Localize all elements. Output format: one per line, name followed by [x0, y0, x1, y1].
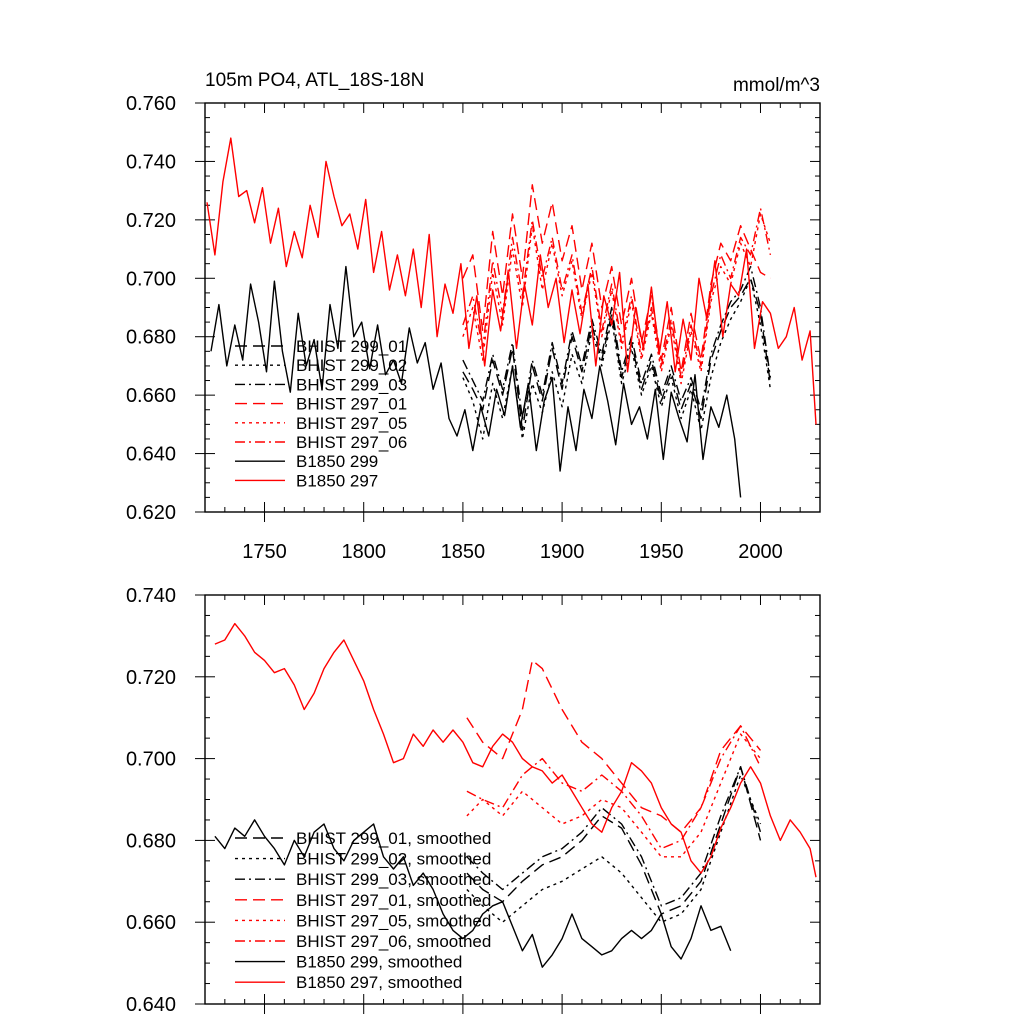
y-tick-label: 0.660 — [126, 385, 176, 407]
top-panel: 1750 1800 1850 1900 1950 2000 0.620 0.640 0.660 0… — [126, 70, 821, 563]
series-line-5 — [466, 725, 762, 850]
series-line-6 — [214, 819, 732, 968]
legend-label: BHIST 299_02 — [296, 356, 407, 375]
x-tick-label: 2000 — [738, 541, 783, 563]
series-line-1 — [466, 774, 762, 923]
legend-label: BHIST 299_03 — [296, 375, 407, 394]
legend-label: BHIST 299_01, smoothed — [296, 829, 491, 848]
y-tick-label: 0.740 — [126, 585, 176, 607]
legend-label: BHIST 299_02, smoothed — [296, 850, 491, 869]
legend-label: BHIST 297_06, smoothed — [296, 932, 491, 951]
legend-label: BHIST 297_06 — [296, 433, 407, 452]
legend-label: BHIST 297_05 — [296, 414, 407, 433]
x-tick-label: 1750 — [242, 541, 287, 563]
legend-label: BHIST 297_01, smoothed — [296, 891, 491, 910]
y-tick-label: 0.660 — [126, 912, 176, 934]
legend-label: BHIST 297_05, smoothed — [296, 911, 491, 930]
series-line-7 — [206, 137, 817, 425]
y-tick-label: 0.620 — [126, 502, 176, 524]
y-tick-label: 0.680 — [126, 327, 176, 349]
y-tick-label: 0.700 — [126, 268, 176, 290]
x-tick-label: 1800 — [341, 541, 386, 563]
y-tick-label: 0.720 — [126, 210, 176, 232]
chart-units: mmol/m^3 — [733, 75, 820, 96]
bottom-panel: 0.640 0.660 0.680 0.700 0.720 0.740 BHIST 299_… — [126, 585, 821, 1016]
legend-label: B1850 299 — [296, 452, 378, 471]
legend: BHIST 299_01, smoothed BHIST 299_02, smoo… — [235, 829, 491, 992]
y-tick-label: 0.680 — [126, 830, 176, 852]
legend-label: BHIST 299_03, smoothed — [296, 870, 491, 889]
series-line-6 — [210, 265, 742, 498]
series-line-7 — [214, 622, 817, 878]
series-line-3 — [466, 659, 762, 833]
legend-label: BHIST 299_01 — [296, 337, 407, 356]
y-tick-label: 0.640 — [126, 994, 176, 1016]
series-line-2 — [466, 766, 762, 907]
y-tick-label: 0.760 — [126, 93, 176, 115]
series-line-0 — [462, 277, 772, 431]
y-tick-label: 0.640 — [126, 444, 176, 466]
series-group — [214, 622, 817, 968]
y-tick-label: 0.700 — [126, 749, 176, 771]
series-line-4 — [466, 733, 762, 858]
legend-label: BHIST 297_01 — [296, 395, 407, 414]
y-tick-label: 0.720 — [126, 667, 176, 689]
series-line-0 — [466, 766, 762, 915]
chart-title: 105m PO4, ATL_18S-18N — [205, 70, 424, 91]
legend-label: B1850 297, smoothed — [296, 973, 462, 992]
x-tick-label: 1850 — [441, 541, 486, 563]
series-group — [206, 137, 817, 498]
legend-label: B1850 297 — [296, 471, 378, 490]
x-tick-label: 1950 — [639, 541, 684, 563]
x-tick-label: 1900 — [540, 541, 585, 563]
series-line-4 — [462, 213, 772, 385]
legend-label: B1850 299, smoothed — [296, 953, 462, 972]
y-tick-label: 0.740 — [126, 151, 176, 173]
